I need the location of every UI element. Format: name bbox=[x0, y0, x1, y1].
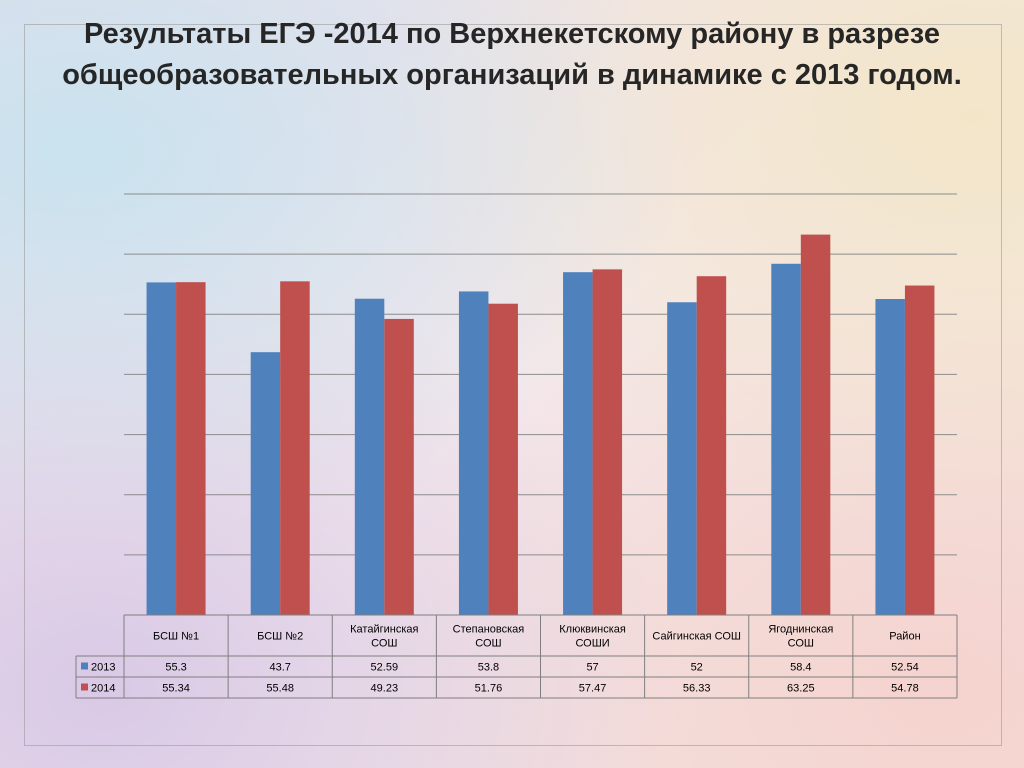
data-value: 55.48 bbox=[266, 683, 294, 695]
slide-frame bbox=[24, 24, 1002, 746]
data-value: 52.54 bbox=[891, 662, 919, 674]
legend-label-2013: 2013 bbox=[91, 662, 115, 674]
data-value: 43.7 bbox=[269, 662, 290, 674]
data-value: 56.33 bbox=[683, 683, 711, 695]
category-label: БСШ №1 bbox=[153, 631, 199, 643]
data-value: 54.78 bbox=[891, 683, 919, 695]
bar-2014 bbox=[488, 303, 518, 615]
category-label: Степановская bbox=[453, 624, 525, 636]
category-label: Район bbox=[889, 631, 920, 643]
category-label: Ягоднинская bbox=[768, 624, 833, 636]
bar-2013 bbox=[146, 282, 177, 615]
bar-2014 bbox=[592, 269, 623, 615]
bar-2013 bbox=[250, 352, 281, 615]
category-label: Катайгинская bbox=[350, 624, 418, 636]
bar-2014 bbox=[904, 285, 935, 615]
category-label: СОШ bbox=[788, 638, 814, 650]
slide-title: Результаты ЕГЭ -2014 по Верхнекетскому р… bbox=[62, 18, 962, 91]
data-value: 49.23 bbox=[371, 683, 399, 695]
data-value: 52 bbox=[691, 662, 703, 674]
bar-2014 bbox=[384, 318, 414, 615]
bar-2013 bbox=[458, 291, 489, 615]
category-label: Сайгинская СОШ bbox=[652, 631, 741, 643]
category-label: СОШ bbox=[371, 638, 397, 650]
category-label: СОШИ bbox=[575, 638, 609, 650]
bar-2014 bbox=[280, 281, 310, 615]
data-value: 57.47 bbox=[579, 683, 607, 695]
bar-2014 bbox=[696, 276, 727, 615]
data-value: 58.4 bbox=[790, 662, 811, 674]
bar-2013 bbox=[563, 272, 593, 615]
data-value: 55.34 bbox=[162, 683, 190, 695]
legend-swatch-2014 bbox=[81, 683, 88, 691]
data-value: 57 bbox=[586, 662, 598, 674]
bar-2014 bbox=[176, 282, 206, 615]
data-value: 51.76 bbox=[475, 683, 503, 695]
data-value: 55.3 bbox=[165, 662, 186, 674]
category-label: СОШ bbox=[475, 638, 501, 650]
legend-label-2014: 2014 bbox=[91, 683, 115, 695]
bar-2013 bbox=[771, 263, 801, 615]
legend-swatch-2013 bbox=[81, 662, 88, 670]
category-label: Клюквинская bbox=[559, 624, 626, 636]
bar-2013 bbox=[667, 302, 697, 615]
bar-2014 bbox=[800, 234, 831, 615]
data-value: 52.59 bbox=[371, 662, 399, 674]
data-value: 63.25 bbox=[787, 683, 815, 695]
data-value: 53.8 bbox=[478, 662, 499, 674]
bar-2013 bbox=[875, 299, 905, 615]
bar-2013 bbox=[354, 298, 385, 615]
category-label: БСШ №2 bbox=[257, 631, 303, 643]
